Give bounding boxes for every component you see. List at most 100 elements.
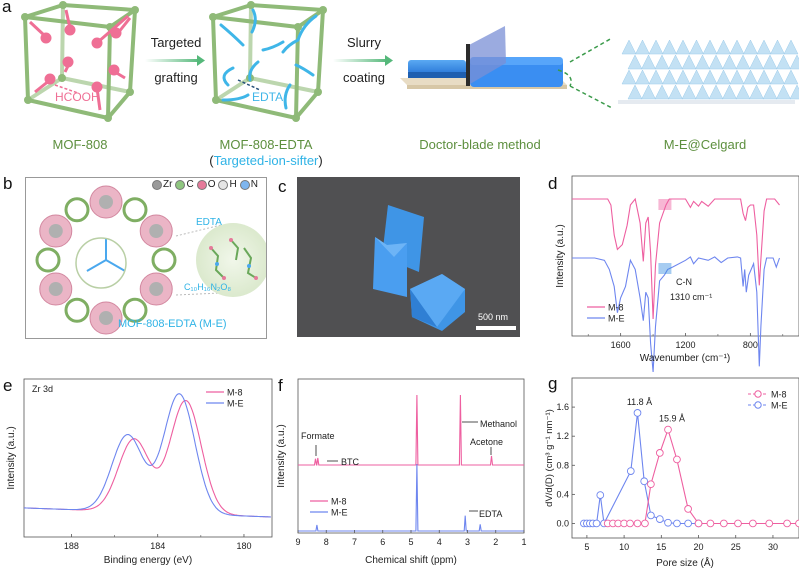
pyramid-crystal — [762, 54, 778, 70]
chart-d-highlight-m8 — [658, 199, 672, 210]
pyramid-crystal — [689, 39, 704, 55]
caption-doctor-blade: Doctor-blade method — [419, 137, 541, 152]
chart-f-xtick-3-label: 3 — [465, 537, 470, 547]
chart-g-point-m-8 — [783, 519, 791, 528]
pyramid-crystal — [635, 39, 650, 55]
structure-caption: MOF-808-EDTA (M-E) — [118, 318, 227, 330]
chart-g-ytick-label: 0.4 — [556, 489, 569, 499]
chart-g-point-m-e — [655, 515, 664, 523]
pyramid-crystal — [735, 84, 751, 100]
chart-f-series-m-8 — [298, 394, 524, 466]
chart-d-xtick-1600-label: 1600 — [611, 340, 631, 350]
chart-g-point-m-e — [684, 519, 692, 528]
chart-e-legend-text-m-e: M-E — [227, 399, 244, 409]
step1-label-top: Targeted — [150, 35, 202, 50]
chart-f-xtick-7-label: 7 — [352, 537, 357, 547]
scale-bar-label: 500 nm — [478, 312, 509, 322]
pyramid-crystal — [662, 39, 677, 55]
chart-d-legend-text-m-e: M-E — [608, 314, 625, 324]
edta-ligands — [219, 8, 318, 110]
inset-formula: C₁₀H₁₆N₂O₈ — [184, 282, 232, 292]
chart-g-frame — [571, 377, 799, 539]
chart-g-point-m-8 — [626, 519, 634, 528]
chart-d-ylabel: Intensity (a.u.) — [555, 224, 566, 287]
pyramid-crystal — [689, 69, 704, 85]
chart-g-xlabel: Pore size (Å) — [656, 556, 714, 569]
legend-swatch-zr — [152, 179, 162, 190]
legend-label-h: H — [229, 179, 237, 190]
pyramid-crystal — [702, 69, 718, 85]
pyramid-crystal — [648, 69, 664, 85]
chart-f-xtick-9-label: 9 — [295, 537, 300, 547]
legend-label-o: O — [207, 179, 216, 190]
pyramid-crystal — [654, 84, 670, 100]
mof-structure-illustration — [35, 185, 270, 335]
celgard-illustration — [618, 39, 799, 104]
edta-arm — [105, 259, 126, 272]
chart-f-annotation-methanol: Methanol — [480, 419, 517, 429]
pyramid-crystal — [675, 69, 691, 85]
step2-label-top: Slurry — [347, 35, 381, 50]
chart-g-point-m-e — [596, 491, 605, 499]
chart-g-point-m-e — [664, 518, 672, 527]
pyramid-crystal — [668, 54, 683, 70]
caption-targeted-ion-sifter: Targeted-ion-sifter — [213, 153, 319, 168]
chart-g-point-m-8 — [765, 519, 774, 528]
chart-g-point-m-e — [626, 467, 635, 475]
chart-g-annotation-peak: 15.9 Å — [659, 414, 685, 424]
pyramid-crystal — [770, 39, 785, 55]
chart-g-ytick-label: 1.6 — [556, 402, 569, 412]
mof808-edta-cube — [209, 1, 327, 122]
chart-e-series-m-e — [24, 393, 271, 518]
pyramid-crystal — [743, 69, 758, 85]
chart-g-point-m-8 — [734, 519, 742, 528]
chart-f-legend-text-m-e: M-E — [331, 508, 348, 518]
pyramid-crystal — [770, 69, 785, 85]
pyramid-crystal — [621, 69, 637, 85]
pyramid-crystal — [783, 69, 799, 85]
pyramid-crystal — [729, 69, 745, 85]
chart-g-point-m-8 — [795, 519, 799, 528]
chart-e-frame — [23, 378, 273, 538]
chart-e-xps: 188 184 180 Zr 3d M-8M-E Binding energy (eV) I… — [6, 378, 273, 566]
chart-f-annotation-edta: EDTA — [479, 509, 502, 519]
edta-label: EDTA — [252, 90, 284, 104]
chart-g-ytick-label: 0.0 — [556, 518, 569, 528]
chart-g-point-m-8 — [655, 449, 664, 457]
chart-f-xlabel: Chemical shift (ppm) — [365, 555, 457, 566]
chart-f-series-m-e — [298, 463, 524, 532]
chart-e-xlabel: Binding energy (eV) — [104, 555, 192, 566]
chart-g-point-m-8 — [719, 519, 728, 528]
formate-pointer-line — [54, 84, 79, 94]
chart-e-title: Zr 3d — [32, 384, 53, 394]
scale-bar — [476, 326, 516, 330]
pyramid-crystal — [716, 39, 731, 55]
legend-label-n: N — [250, 179, 258, 190]
btc-linker — [122, 297, 148, 323]
zr-core — [149, 224, 164, 238]
chart-f-annotation-btc: BTC — [341, 457, 360, 467]
chart-g-point-m-8 — [684, 505, 692, 513]
pyramid-crystal — [756, 69, 772, 85]
chart-g-point-m-e — [673, 519, 681, 528]
chart-g-xtick-25-label: 25 — [731, 542, 741, 552]
element-legend: Zr C O H N — [150, 179, 258, 190]
pyramid-crystal — [654, 54, 670, 70]
pyramid-crystal — [776, 54, 791, 70]
chart-g-xtick-10-label: 10 — [619, 542, 629, 552]
pyramid-crystal — [695, 84, 710, 100]
mof808-cube — [23, 3, 137, 120]
zoom-callout-lines — [557, 37, 613, 109]
pyramid-crystal — [627, 84, 643, 100]
panel-b-structure-frame — [25, 177, 270, 339]
chart-g-point-m-8 — [694, 519, 703, 528]
chart-g-series-m-8 — [607, 427, 799, 525]
panel-label-a: a — [2, 0, 12, 16]
chart-g-ytick-label: 1.2 — [556, 431, 569, 441]
pyramid-crystal — [668, 84, 683, 100]
arrow-coating-head — [385, 55, 393, 66]
chart-d-ftir: C-N 1310 cm⁻¹ 1600 1200 800 M-8M-E Wavenumber … — [555, 175, 799, 373]
pyramid-crystal — [662, 69, 677, 85]
pyramid-crystal — [695, 54, 710, 70]
